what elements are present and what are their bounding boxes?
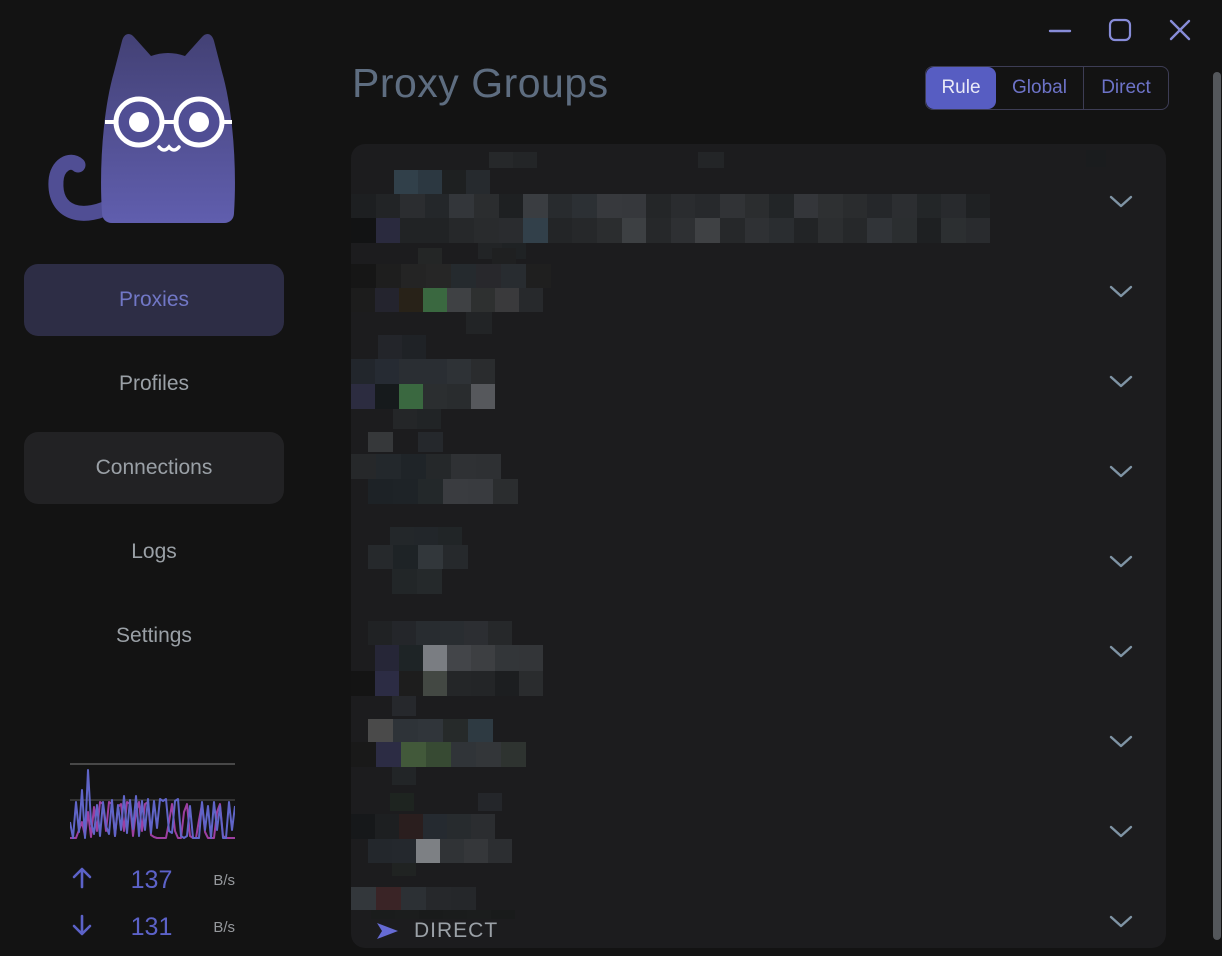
censored-strip <box>393 409 441 429</box>
selected-proxy-arrow-icon <box>377 923 398 939</box>
chevron-down-icon <box>1109 645 1133 658</box>
minimize-button[interactable] <box>1046 20 1074 47</box>
cat-mouth <box>157 144 181 152</box>
sidebar-item-logs[interactable]: Logs <box>24 516 284 588</box>
cat-logo <box>48 33 235 223</box>
sidebar-item-settings[interactable]: Settings <box>24 600 284 672</box>
censored-strip <box>371 910 515 919</box>
close-icon <box>1169 19 1191 41</box>
upload-sparkline <box>69 769 236 839</box>
maximize-button[interactable] <box>1108 18 1132 47</box>
upload-row: 137 B/s <box>70 865 235 896</box>
censored-strip <box>351 645 543 671</box>
chevron-down-icon <box>1109 195 1133 208</box>
censored-strip <box>351 359 495 384</box>
censored-strip <box>351 264 551 288</box>
proxy-node-direct[interactable]: DIRECT <box>375 918 498 944</box>
censored-strip <box>351 887 476 910</box>
mode-button-global[interactable]: Global <box>1012 77 1067 98</box>
censored-strip <box>351 671 543 696</box>
censored-strip <box>368 545 468 569</box>
sidebar-item-label: Proxies <box>118 288 190 311</box>
censored-strip <box>351 742 526 767</box>
cat-tail <box>48 154 125 221</box>
censored-strip <box>368 621 512 645</box>
group-expand-chevron-3[interactable] <box>1109 375 1133 389</box>
chevron-down-icon <box>1109 825 1133 838</box>
censored-strip <box>392 569 442 594</box>
sidebar-item-label: Profiles <box>118 372 190 395</box>
mode-button-rule[interactable]: Rule <box>926 67 996 109</box>
censored-strip <box>478 793 502 811</box>
upload-arrow-icon <box>70 865 104 896</box>
download-arrow-icon <box>70 912 104 943</box>
group-expand-chevron-8[interactable] <box>1109 825 1133 839</box>
group-expand-chevron-1[interactable] <box>1109 195 1133 209</box>
chevron-down-icon <box>1109 735 1133 748</box>
left-eye <box>129 112 149 132</box>
censored-strip <box>351 288 543 312</box>
censored-strip <box>351 194 991 218</box>
group-expand-chevron-6[interactable] <box>1109 645 1133 659</box>
cat-body <box>101 33 235 223</box>
proxy-mode-switch: Rule Global Direct <box>925 66 1169 110</box>
chevron-down-icon <box>1109 285 1133 298</box>
vertical-scrollbar-thumb[interactable] <box>1213 72 1221 940</box>
censored-strip <box>368 839 512 863</box>
censored-strip <box>368 432 393 452</box>
sidebar-item-label: Logs <box>131 540 177 563</box>
sidebar-item-proxies[interactable]: Proxies <box>24 264 284 336</box>
download-value: 131 <box>130 913 173 941</box>
proxy-groups-panel: DIRECT <box>351 144 1166 948</box>
censored-strip <box>351 218 991 243</box>
censored-strip <box>351 814 495 839</box>
chevron-down-icon <box>1109 555 1133 568</box>
censored-strip <box>1086 150 1106 167</box>
censored-strip <box>378 335 426 359</box>
sidebar-item-profiles[interactable]: Profiles <box>24 348 284 420</box>
censored-strip <box>394 170 490 194</box>
traffic-widget: 137 B/s 131 B/s <box>69 760 236 943</box>
sidebar-item-label: Connections <box>95 456 213 479</box>
group-expand-chevron-9[interactable] <box>1109 915 1133 929</box>
download-unit: B/s <box>213 919 235 936</box>
upload-value: 137 <box>130 866 173 894</box>
download-row: 131 B/s <box>70 912 235 943</box>
censored-strip <box>418 432 443 452</box>
group-expand-chevron-7[interactable] <box>1109 735 1133 749</box>
right-eye <box>189 112 209 132</box>
group-expand-chevron-4[interactable] <box>1109 465 1133 479</box>
censored-strip <box>392 767 416 785</box>
censored-strip <box>390 793 414 811</box>
censored-strip <box>351 384 495 409</box>
chevron-down-icon <box>1109 375 1133 388</box>
censored-strip <box>368 719 493 742</box>
close-button[interactable] <box>1168 18 1192 47</box>
group-expand-chevron-5[interactable] <box>1109 555 1133 569</box>
sidebar-item-connections[interactable]: Connections <box>24 432 284 504</box>
page-title: Proxy Groups <box>352 60 609 106</box>
direct-label: DIRECT <box>414 919 499 942</box>
censored-strip <box>489 152 537 168</box>
censored-strip <box>368 479 518 504</box>
chevron-down-icon <box>1109 915 1133 928</box>
traffic-graph <box>69 763 236 839</box>
censored-strip <box>390 527 462 545</box>
sidebar-item-label: Settings <box>116 624 192 647</box>
maximize-icon <box>1108 18 1132 42</box>
upload-unit: B/s <box>213 872 235 889</box>
chevron-down-icon <box>1109 465 1133 478</box>
censored-strip <box>392 863 416 876</box>
censored-strip <box>392 696 416 716</box>
censored-strip <box>351 454 501 479</box>
censored-strip <box>466 312 492 334</box>
censored-strip <box>492 248 516 264</box>
censored-strip <box>698 152 724 168</box>
censored-strip <box>418 248 442 264</box>
sidebar-nav: Proxies Profiles Connections Logs Settings <box>24 264 284 684</box>
minimize-icon <box>1048 29 1072 33</box>
group-expand-chevron-2[interactable] <box>1109 285 1133 299</box>
mode-button-direct[interactable]: Direct <box>1083 67 1168 109</box>
